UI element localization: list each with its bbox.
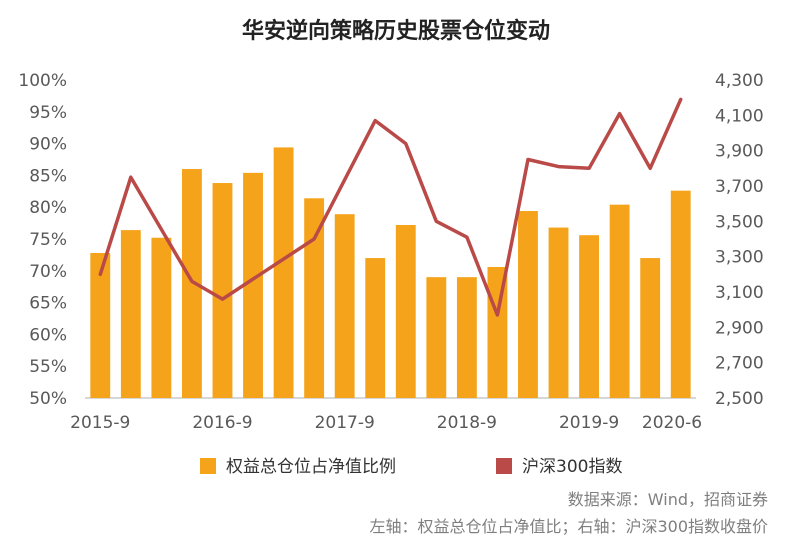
y-left-tick-label: 50% (29, 389, 67, 409)
legend-swatch-bar (200, 458, 216, 474)
bar (579, 235, 600, 398)
y-right-tick-label: 3,900 (715, 142, 764, 162)
bar (90, 252, 111, 398)
y-left-tick-label: 65% (29, 294, 67, 314)
y-left-tick-label: 75% (29, 230, 67, 250)
bar (243, 172, 263, 398)
bar (640, 258, 661, 398)
line-series (98, 97, 683, 317)
bar (456, 277, 477, 398)
x-tick-label: 2015-9 (70, 413, 130, 433)
x-tick-label: 2018-9 (437, 413, 497, 433)
y-left-tick-label: 55% (29, 357, 67, 377)
x-tick-label: 2019-9 (559, 413, 619, 433)
y-right-tick-label: 4,100 (715, 106, 764, 126)
y-left-tick-label: 60% (29, 325, 67, 345)
bar (395, 225, 416, 398)
y-left-tick-label: 100% (18, 71, 67, 91)
bar (151, 237, 172, 398)
y-left-tick-label: 70% (29, 262, 67, 282)
bar (181, 169, 202, 398)
chart-title: 华安逆向策略历史股票仓位变动 (242, 18, 550, 44)
index-line (98, 97, 683, 317)
y-right-tick-label: 3,700 (715, 177, 764, 197)
bar (609, 204, 630, 398)
y-right-tick-label: 3,500 (715, 212, 764, 232)
bar-series (90, 147, 691, 398)
x-tick-label: 2017-9 (315, 413, 375, 433)
bar (426, 277, 447, 398)
chart-axes: 50% 55% 60% 65% 70% 75% 80% 85% 90% 95% 100% 2,500 2… (18, 71, 763, 433)
y-left-tick-label: 80% (29, 198, 67, 218)
x-tick-label: 2016-9 (192, 413, 252, 433)
y-left-tick-label: 95% (29, 103, 67, 123)
bar (334, 214, 355, 398)
y-right-tick-label: 2,900 (715, 318, 764, 338)
bar (365, 258, 386, 398)
legend-label-line: 沪深300指数 (522, 457, 622, 477)
axis-note: 左轴：权益总仓位占净值比；右轴：沪深300指数收盘价 (369, 517, 768, 536)
bar (670, 190, 691, 398)
source-note: 数据来源：Wind，招商证券 (568, 490, 768, 509)
y-right-tick-label: 4,300 (715, 71, 764, 91)
bar (304, 198, 325, 398)
y-left-tick-label: 90% (29, 135, 67, 155)
y-right-tick-label: 2,700 (715, 354, 764, 374)
y-right-tick-label: 3,300 (715, 248, 764, 268)
bar (120, 230, 141, 398)
bar (273, 147, 294, 398)
bar (518, 211, 538, 398)
x-tick-label: 2020-6 (642, 413, 702, 433)
y-right-tick-label: 2,500 (715, 389, 764, 409)
legend-label-bar: 权益总仓位占净值比例 (226, 457, 396, 477)
bar (548, 227, 569, 398)
legend-swatch-line (496, 458, 512, 474)
chart-legend: 权益总仓位占净值比例 沪深300指数 (200, 457, 622, 477)
y-right-tick-label: 3,100 (715, 283, 764, 303)
bar (212, 183, 233, 398)
y-left-tick-label: 85% (29, 166, 67, 186)
